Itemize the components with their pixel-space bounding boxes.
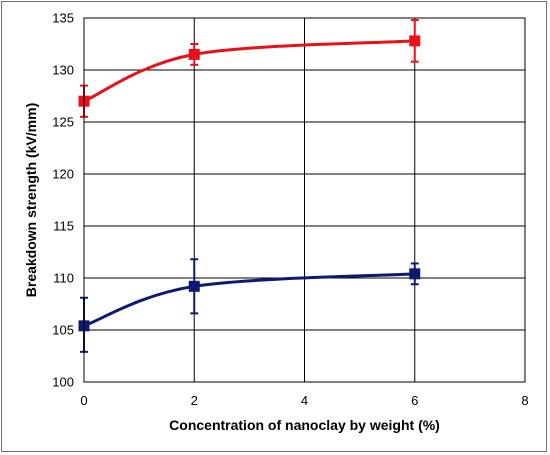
y-tick-label: 100: [52, 375, 74, 390]
x-tick-label: 8: [521, 393, 528, 408]
y-axis-title: Breakdown strength (kV/mm): [23, 103, 39, 297]
x-tick-label: 4: [301, 393, 308, 408]
y-tick-label: 105: [52, 323, 74, 338]
y-tick-label: 125: [52, 115, 74, 130]
data-point-marker: [409, 268, 421, 280]
y-tick-label: 120: [52, 167, 74, 182]
x-axis-title: Concentration of nanoclay by weight (%): [169, 417, 440, 433]
data-point-marker: [409, 35, 421, 47]
y-tick-label: 135: [52, 11, 74, 26]
x-tick-label: 0: [80, 393, 87, 408]
tick-labels: 100 105 110 115 120 125 130 135 0 2 4 6 8: [52, 11, 528, 409]
x-tick-label: 6: [411, 393, 418, 408]
y-tick-label: 130: [52, 63, 74, 78]
gridlines: [83, 17, 526, 383]
data-point-marker: [188, 280, 200, 292]
data-point-marker: [188, 48, 200, 60]
x-tick-label: 2: [191, 393, 198, 408]
y-tick-label: 110: [53, 271, 74, 286]
plot-border: [83, 17, 526, 383]
series-2-line: [82, 272, 417, 328]
y-tick-label: 115: [53, 219, 74, 234]
series-1-line: [82, 39, 417, 103]
